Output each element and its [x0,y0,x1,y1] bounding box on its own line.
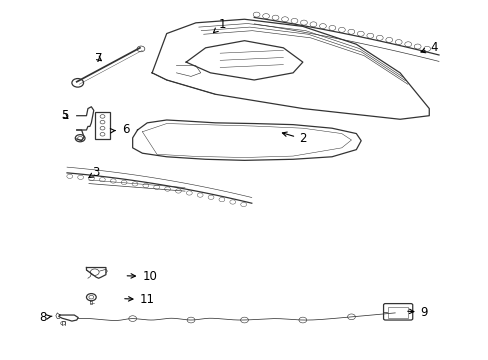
Bar [95,112,110,139]
Text: 4: 4 [420,41,437,54]
Text: 9: 9 [407,306,427,319]
Text: 11: 11 [124,293,154,306]
Text: 5: 5 [61,109,68,122]
Text: 3: 3 [89,166,100,179]
Text: 2: 2 [282,132,306,145]
Text: 10: 10 [127,270,157,283]
Text: 6: 6 [110,123,129,136]
Text: 1: 1 [213,18,226,33]
Text: 8: 8 [39,311,52,324]
Bar [387,307,407,318]
Text: 7: 7 [95,52,102,65]
